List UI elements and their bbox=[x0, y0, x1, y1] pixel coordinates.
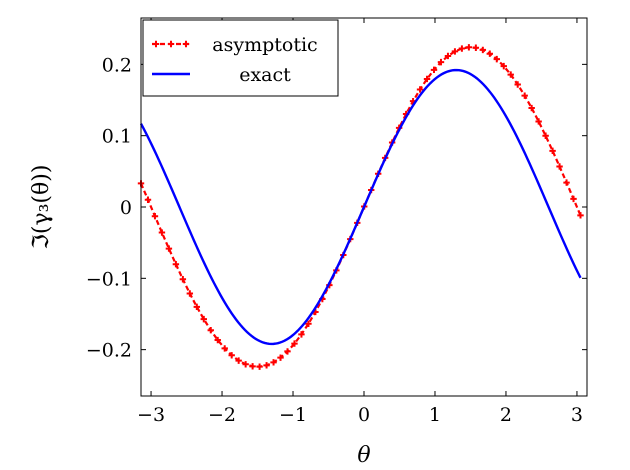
legend: asymptotic exact bbox=[142, 19, 339, 97]
data-point-asymptotic bbox=[479, 46, 487, 54]
y-axis-label: ℑ(γ₃(θ)) bbox=[29, 165, 54, 250]
data-point-asymptotic bbox=[514, 81, 521, 88]
data-point-asymptotic bbox=[549, 147, 556, 155]
data-point-asymptotic bbox=[214, 336, 221, 344]
data-point-asymptotic bbox=[242, 361, 249, 368]
data-point-asymptotic bbox=[249, 363, 256, 370]
data-point-asymptotic bbox=[500, 62, 507, 70]
data-point-asymptotic bbox=[437, 58, 445, 66]
data-point-asymptotic bbox=[305, 320, 312, 327]
data-point-asymptotic bbox=[179, 276, 187, 283]
legend-marker-asymptotic bbox=[152, 40, 160, 48]
legend-marker-asymptotic bbox=[182, 40, 190, 48]
x-tick-label: −3 bbox=[137, 404, 165, 426]
x-axis-label: θ bbox=[357, 443, 370, 468]
data-point-asymptotic bbox=[263, 362, 270, 369]
y-tick-label: 0.1 bbox=[102, 126, 132, 148]
data-point-asymptotic bbox=[291, 340, 298, 347]
x-tick-label: −2 bbox=[208, 404, 236, 426]
data-point-asymptotic bbox=[221, 345, 228, 352]
legend-box bbox=[142, 19, 339, 97]
data-point-asymptotic bbox=[158, 229, 166, 236]
data-point-asymptotic bbox=[423, 75, 431, 83]
data-point-asymptotic bbox=[172, 261, 180, 268]
data-point-asymptotic bbox=[570, 195, 577, 203]
x-tick-label: 3 bbox=[571, 404, 583, 426]
data-point-asymptotic bbox=[577, 212, 584, 219]
data-point-asymptotic bbox=[207, 327, 214, 334]
data-point-asymptotic bbox=[542, 132, 549, 139]
legend-label-exact: exact bbox=[239, 64, 291, 86]
x-tick-label: 2 bbox=[500, 404, 512, 426]
data-point-asymptotic bbox=[228, 352, 235, 359]
series-layer bbox=[137, 44, 584, 370]
x-tick-label: −1 bbox=[279, 404, 307, 426]
data-point-asymptotic bbox=[151, 212, 159, 220]
x-tick-label: 1 bbox=[429, 404, 441, 426]
y-tick-label: 0.2 bbox=[102, 54, 132, 76]
data-point-asymptotic bbox=[235, 357, 242, 364]
data-point-asymptotic bbox=[486, 50, 494, 57]
data-point-asymptotic bbox=[493, 55, 500, 63]
data-point-asymptotic bbox=[451, 48, 459, 55]
data-point-asymptotic bbox=[430, 66, 438, 74]
data-point-asymptotic bbox=[200, 315, 207, 323]
data-point-asymptotic bbox=[270, 359, 277, 366]
data-point-asymptotic bbox=[416, 86, 424, 93]
legend-marker-asymptotic bbox=[167, 40, 175, 48]
data-point-asymptotic bbox=[256, 363, 263, 370]
data-point-asymptotic bbox=[193, 303, 201, 311]
data-point-asymptotic bbox=[277, 354, 284, 361]
data-point-asymptotic bbox=[521, 92, 528, 99]
data-point-asymptotic bbox=[284, 348, 291, 355]
data-point-asymptotic bbox=[507, 71, 514, 78]
data-point-asymptotic bbox=[186, 290, 194, 297]
plot-frame bbox=[140, 17, 588, 397]
data-point-asymptotic bbox=[165, 245, 173, 252]
data-point-asymptotic bbox=[556, 163, 563, 170]
data-point-asymptotic bbox=[535, 118, 542, 125]
data-point-asymptotic bbox=[298, 331, 305, 338]
data-point-asymptotic bbox=[458, 45, 466, 52]
y-tick-label: −0.2 bbox=[86, 340, 132, 362]
data-point-asymptotic bbox=[444, 52, 452, 60]
data-point-asymptotic bbox=[472, 44, 480, 51]
axis-ticks: −3 −2 −1 0 1 2 3 −0.2 −0.1 0 0.1 0.2 bbox=[86, 18, 587, 426]
data-point-asymptotic bbox=[528, 104, 535, 112]
y-tick-label: −0.1 bbox=[86, 268, 132, 290]
series-line-exact bbox=[139, 68, 582, 346]
series-line-asymptotic bbox=[139, 46, 582, 368]
x-tick-label: 0 bbox=[358, 404, 370, 426]
legend-label-asymptotic: asymptotic bbox=[212, 34, 317, 56]
data-point-asymptotic bbox=[563, 179, 570, 186]
data-point-asymptotic bbox=[144, 196, 152, 203]
data-point-asymptotic bbox=[465, 44, 473, 51]
y-tick-label: 0 bbox=[120, 197, 132, 219]
